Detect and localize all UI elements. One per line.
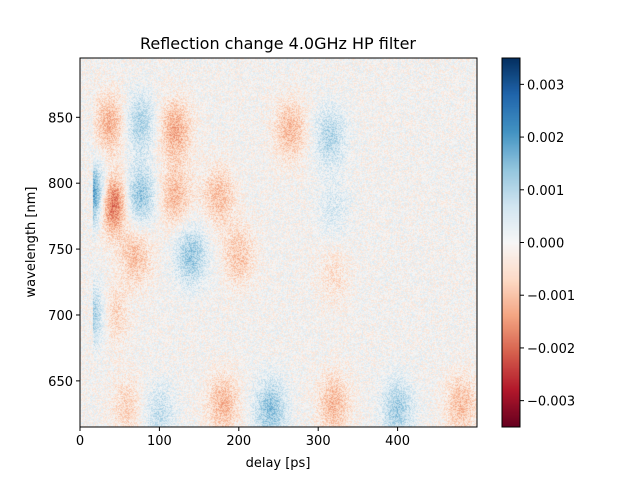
x-tick-label: 300: [306, 434, 331, 449]
x-tick-label: 400: [385, 434, 410, 449]
y-tick-label: 750: [48, 243, 73, 258]
y-axis: 650 700 750 800 850: [48, 111, 80, 390]
x-tick-label: 0: [76, 434, 84, 449]
x-tick-label: 100: [147, 434, 172, 449]
colorbar-ticks: 0.003 0.002 0.001 0.000 −0.001 −0.002 −0.003: [520, 78, 575, 410]
colorbar-tick-label: 0.002: [527, 131, 564, 146]
y-axis-label: wavelength [nm]: [24, 187, 39, 298]
colorbar-tick-label: 0.001: [527, 184, 564, 199]
colorbar-tick-label: −0.003: [527, 395, 575, 410]
plot-frame: [79, 57, 478, 428]
colorbar-gradient: [502, 58, 520, 427]
colorbar-tick-label: −0.001: [527, 289, 575, 304]
y-tick-label: 650: [48, 375, 73, 390]
y-tick-label: 700: [48, 309, 73, 324]
y-tick-label: 800: [48, 177, 73, 192]
colorbar-tick-label: 0.003: [527, 78, 564, 93]
x-tick-label: 200: [226, 434, 251, 449]
colorbar-tick-label: 0.000: [527, 237, 564, 252]
heatmap-image: [80, 58, 477, 427]
y-tick-label: 850: [48, 111, 73, 126]
colorbar: 0.003 0.002 0.001 0.000 −0.001 −0.002 −0.003: [501, 57, 575, 428]
heatmap-plot-area: [79, 57, 478, 428]
x-axis: 0 100 200 300 400: [76, 427, 410, 449]
colorbar-tick-label: −0.002: [527, 342, 575, 357]
x-axis-label: delay [ps]: [246, 456, 311, 471]
chart-title: Reflection change 4.0GHz HP filter: [140, 34, 416, 53]
